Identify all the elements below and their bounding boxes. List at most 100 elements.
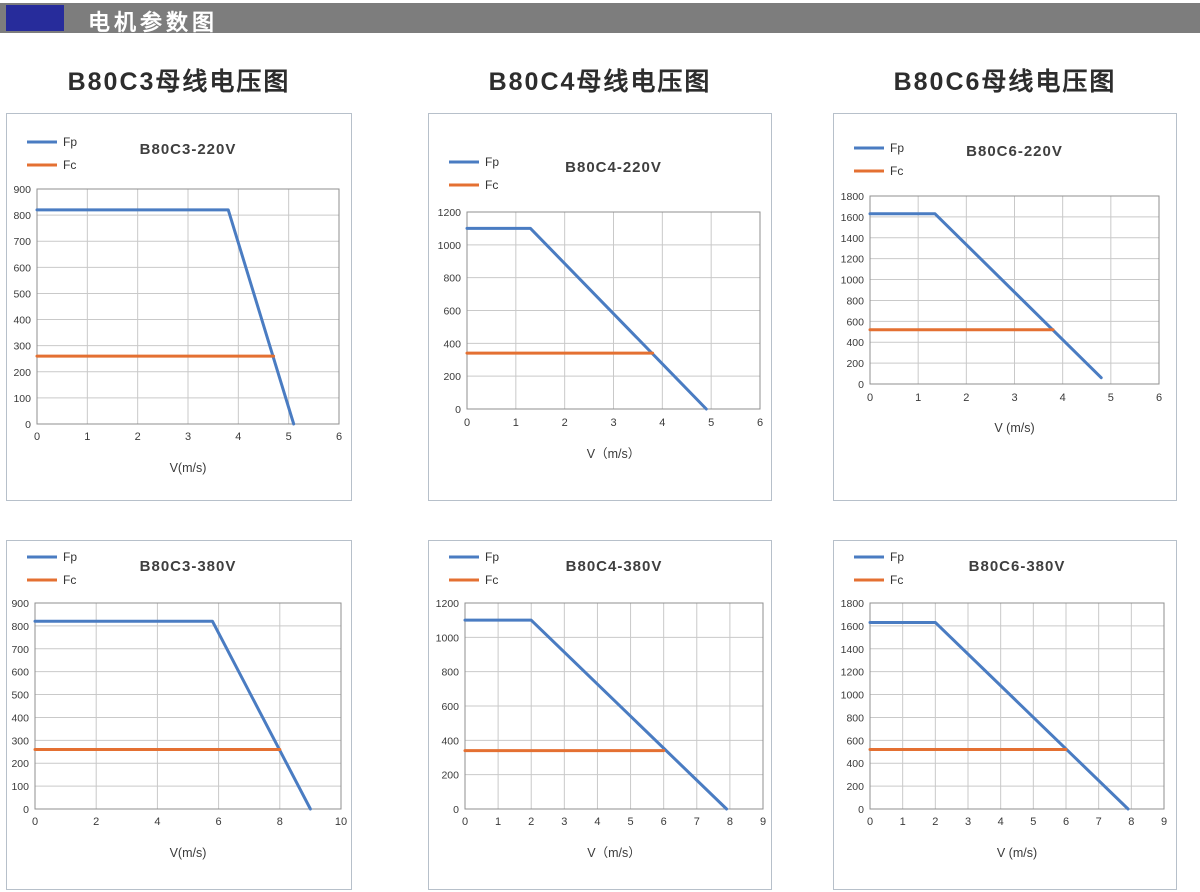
- series-fp-line: [868, 620, 1130, 811]
- x-tick-label: 6: [661, 816, 667, 828]
- column-heading-b80c3: B80C3母线电压图: [67, 68, 291, 96]
- y-tick-label: 1000: [841, 690, 865, 702]
- y-tick-label: 0: [455, 404, 461, 416]
- chart-title: B80C3-380V: [140, 558, 237, 575]
- y-tick-label: 500: [11, 690, 29, 702]
- y-tick-label: 200: [846, 781, 864, 793]
- x-tick-label: 0: [464, 417, 470, 429]
- y-tick-label: 1200: [436, 598, 460, 610]
- y-tick-label: 1200: [841, 667, 865, 679]
- y-tick-label: 100: [11, 781, 29, 793]
- legend-fc-label: Fc: [485, 178, 498, 192]
- y-tick-label: 600: [846, 316, 864, 328]
- x-axis-label: V（m/s）: [587, 447, 640, 461]
- series-fp-line: [868, 212, 1103, 380]
- x-tick-label: 1: [900, 816, 906, 828]
- x-tick-label: 7: [694, 816, 700, 828]
- x-tick-label: 4: [235, 431, 241, 443]
- x-tick-label: 6: [1063, 816, 1069, 828]
- x-tick-label: 0: [34, 431, 40, 443]
- series-fp-line: [35, 208, 296, 426]
- x-tick-label: 1: [915, 392, 921, 404]
- x-axis-label: V (m/s): [997, 846, 1037, 860]
- y-tick-label: 1600: [841, 621, 865, 633]
- y-tick-label: 600: [13, 262, 31, 274]
- column-heading-b80c6: B80C6母线电压图: [893, 68, 1117, 96]
- y-tick-label: 700: [13, 236, 31, 248]
- y-tick-label: 800: [846, 295, 864, 307]
- chart-title: B80C3-220V: [140, 141, 237, 158]
- header-bar: 电机参数图: [0, 3, 1200, 35]
- page-title: 电机参数图: [88, 10, 219, 35]
- legend-fp-label: Fp: [890, 141, 904, 155]
- plot-border: [869, 602, 1165, 810]
- plot-border: [34, 602, 342, 810]
- chart-b80c6-220v: 0 200 400 600 800 1000 1200 1400 1600 1800 0 1 2 3 4 5 6…: [841, 141, 1162, 435]
- legend-fc-label: Fc: [63, 158, 76, 172]
- legend-fc-label: Fc: [890, 573, 903, 587]
- legend-fp-label: Fp: [890, 550, 904, 564]
- y-tick-label: 600: [11, 667, 29, 679]
- x-tick-label: 2: [93, 816, 99, 828]
- series-fp-line: [33, 619, 312, 811]
- y-tick-label: 600: [846, 735, 864, 747]
- x-tick-label: 6: [336, 431, 342, 443]
- x-tick-label: 0: [867, 392, 873, 404]
- x-tick-label: 4: [659, 417, 665, 429]
- x-tick-label: 8: [277, 816, 283, 828]
- y-tick-label: 1000: [841, 275, 865, 287]
- y-tick-label: 200: [846, 358, 864, 370]
- y-tick-label: 400: [13, 315, 31, 327]
- chart-title: B80C4-380V: [566, 558, 663, 575]
- plot-border: [36, 188, 340, 425]
- header-accent-block: [6, 5, 64, 31]
- x-tick-label: 2: [528, 816, 534, 828]
- y-tick-label: 1000: [436, 632, 460, 644]
- chart-panel-b80c3-220v: 0 100 200 300 400 500 600 700 800 900 0 1 2 3 4 5 6 V(m/s…: [6, 113, 352, 501]
- x-tick-label: 0: [462, 816, 468, 828]
- x-tick-label: 2: [963, 392, 969, 404]
- y-tick-label: 400: [11, 712, 29, 724]
- x-tick-label: 8: [727, 816, 733, 828]
- y-tick-label: 400: [441, 735, 459, 747]
- plot-border: [869, 195, 1160, 385]
- x-tick-label: 0: [32, 816, 38, 828]
- y-tick-label: 1200: [438, 207, 462, 219]
- y-tick-label: 1000: [438, 240, 462, 252]
- y-tick-label: 600: [443, 306, 461, 318]
- chart-b80c3-380v: 0 100 200 300 400 500 600 700 800 900 0 2 4 6 8 10 V(m/s…: [11, 550, 347, 860]
- x-tick-label: 1: [513, 417, 519, 429]
- y-tick-label: 800: [441, 667, 459, 679]
- y-tick-label: 200: [13, 367, 31, 379]
- x-axis-label: V (m/s): [994, 421, 1034, 435]
- chart-panel-b80c3-380v: 0 100 200 300 400 500 600 700 800 900 0 2 4 6 8 10 V(m/s…: [6, 540, 352, 890]
- y-tick-label: 0: [858, 379, 864, 391]
- y-tick-label: 800: [443, 273, 461, 285]
- x-tick-label: 2: [562, 417, 568, 429]
- x-tick-label: 3: [610, 417, 616, 429]
- y-tick-label: 400: [846, 337, 864, 349]
- x-tick-label: 1: [495, 816, 501, 828]
- y-tick-label: 100: [13, 393, 31, 405]
- y-tick-label: 1400: [841, 644, 865, 656]
- x-tick-label: 3: [965, 816, 971, 828]
- legend-fc-label: Fc: [63, 573, 76, 587]
- legend-fc-label: Fc: [890, 164, 903, 178]
- x-tick-label: 8: [1128, 816, 1134, 828]
- x-tick-label: 3: [1011, 392, 1017, 404]
- y-tick-label: 400: [443, 338, 461, 350]
- x-tick-label: 5: [708, 417, 714, 429]
- y-tick-label: 0: [23, 804, 29, 816]
- x-tick-label: 0: [867, 816, 873, 828]
- x-tick-label: 3: [185, 431, 191, 443]
- x-tick-label: 4: [998, 816, 1004, 828]
- chart-panel-b80c6-380v: 0 200 400 600 800 1000 1200 1400 1600 1800 0 1 2 3 4 5 6…: [833, 540, 1177, 890]
- y-tick-label: 200: [443, 371, 461, 383]
- plot-border: [466, 211, 761, 410]
- x-tick-label: 5: [286, 431, 292, 443]
- column-heading-b80c4: B80C4母线电压图: [488, 68, 712, 96]
- chart-b80c3-220v: 0 100 200 300 400 500 600 700 800 900 0 1 2 3 4 5 6 V(m/s…: [13, 135, 342, 475]
- y-tick-label: 1200: [841, 254, 865, 266]
- legend-fp-label: Fp: [485, 550, 499, 564]
- y-tick-label: 800: [13, 210, 31, 222]
